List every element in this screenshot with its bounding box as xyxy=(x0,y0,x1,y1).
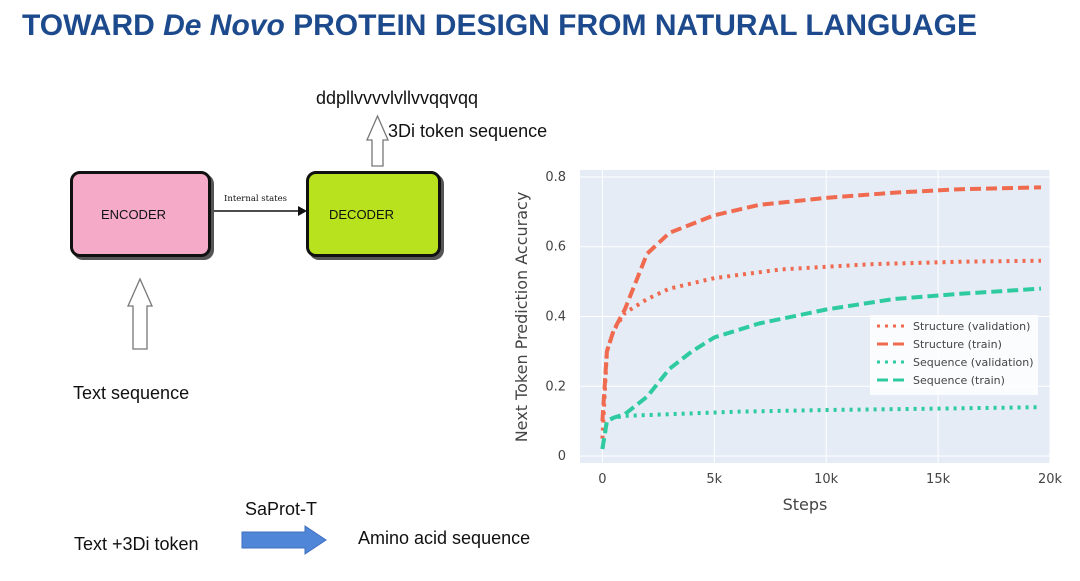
page-title: TOWARD De Novo PROTEIN DESIGN FROM NATUR… xyxy=(22,8,1022,44)
internal-states-label: Internal states xyxy=(224,194,287,204)
decoder-output-arrow xyxy=(366,114,389,167)
x-tick-label: 20k xyxy=(1038,472,1063,487)
y-tick-label: 0.2 xyxy=(545,379,566,394)
y-tick-label: 0.6 xyxy=(545,240,566,255)
x-axis-label: Steps xyxy=(783,495,828,514)
text-sequence-label: Text sequence xyxy=(73,383,190,403)
legend-label: Structure (validation) xyxy=(913,320,1030,333)
saprot-label: SaProt-T xyxy=(245,499,318,519)
decoder-label: DECODER xyxy=(329,206,395,222)
tick-labels: 0 5k 10k 15k 20k 0 0.2 0.4 0.6 0.8 xyxy=(545,170,1062,487)
x-tick-label: 5k xyxy=(706,472,722,487)
encoder-label: ENCODER xyxy=(101,206,167,222)
y-tick-label: 0 xyxy=(558,449,566,464)
amino-acid-label: Amino acid sequence xyxy=(358,528,531,548)
encoder-box: ENCODER xyxy=(70,171,211,257)
series-line-sequence-train xyxy=(600,286,1042,450)
y-axis-label: Next Token Prediction Accuracy xyxy=(512,192,531,443)
legend-label: Sequence (validation) xyxy=(913,356,1034,369)
series-layer xyxy=(600,185,1042,450)
title-italic: De Novo xyxy=(163,9,285,42)
encoder-input-arrow xyxy=(126,277,154,350)
legend-label: Structure (train) xyxy=(913,338,1002,351)
token-sequence-label: 3Di token sequence xyxy=(388,121,548,141)
text-3di-label: Text +3Di token xyxy=(74,534,199,554)
series-line-structure-train xyxy=(600,185,1042,422)
legend-label: Sequence (train) xyxy=(913,374,1005,387)
y-tick-label: 0.4 xyxy=(545,310,566,325)
title-part-1: TOWARD xyxy=(22,9,164,42)
title-part-2: PROTEIN DESIGN FROM NATURAL LANGUAGE xyxy=(284,9,978,42)
x-tick-label: 10k xyxy=(814,472,839,487)
legend-background xyxy=(870,315,1038,395)
x-tick-label: 15k xyxy=(926,472,951,487)
accuracy-chart: 0 5k 10k 15k 20k 0 0.2 0.4 0.6 0.8 Steps Next Tok… xyxy=(512,170,1063,514)
legend: Structure (validation) Structure (train) S… xyxy=(870,315,1038,395)
x-tick-label: 0 xyxy=(598,472,606,487)
token-sequence-text: ddpllvvvvlvllvvqqvqq xyxy=(316,88,479,108)
y-tick-label: 0.8 xyxy=(545,170,566,185)
internal-states-arrowhead xyxy=(298,206,307,216)
decoder-box: DECODER xyxy=(306,171,441,257)
pipeline-arrow xyxy=(241,525,327,555)
